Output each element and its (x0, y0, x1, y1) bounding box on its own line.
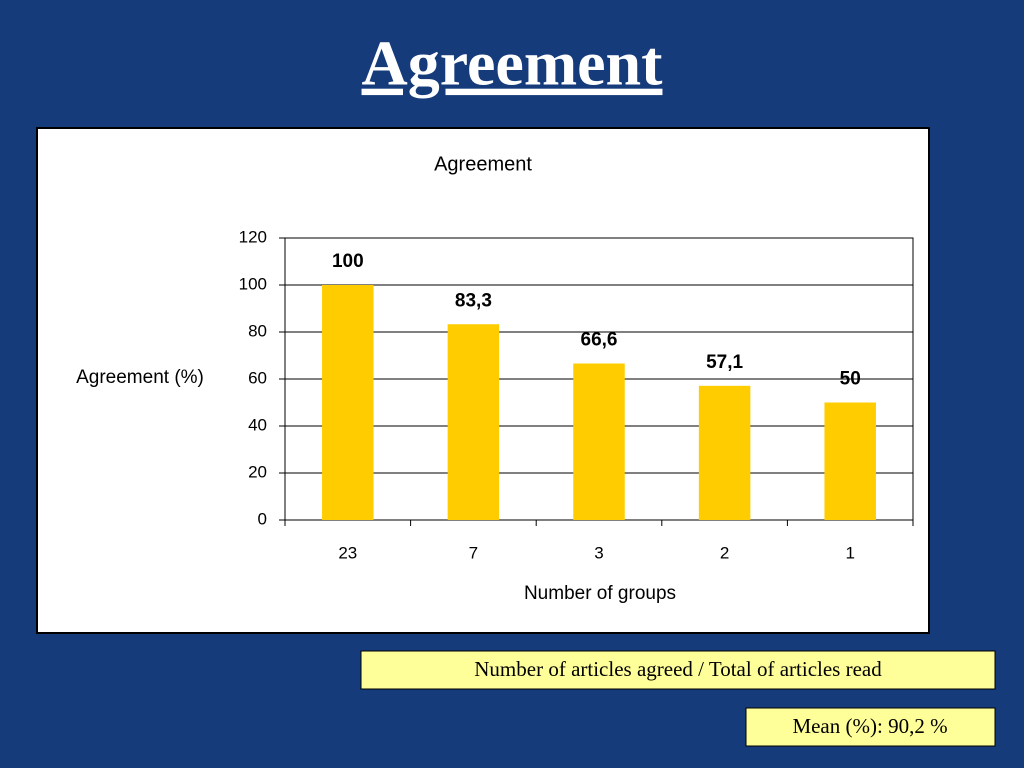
note-box (360, 650, 996, 690)
x-tick-label: 1 (845, 543, 854, 562)
chart-title: Agreement (434, 153, 532, 175)
y-tick-label: 0 (258, 509, 267, 528)
y-axis-label: Agreement (%) (76, 367, 204, 388)
y-tick-label: 60 (248, 368, 267, 387)
y-tick-label: 100 (239, 274, 267, 293)
bar (322, 285, 374, 520)
y-tick-label: 20 (248, 462, 267, 481)
x-tick-label: 7 (469, 543, 478, 562)
bar (698, 385, 751, 520)
bar (573, 363, 625, 520)
slide-title: Agreement (362, 28, 664, 99)
y-tick-label: 80 (248, 321, 267, 340)
y-tick-label: 40 (248, 415, 267, 434)
bar (447, 324, 500, 520)
note-box (745, 707, 996, 747)
note: Number of articles agreed / Total of art… (474, 657, 882, 681)
value-label: 100 (332, 251, 364, 272)
bar (824, 402, 876, 520)
x-tick-label: 2 (720, 543, 729, 562)
x-tick-label: 23 (338, 543, 357, 562)
value-label: 57,1 (706, 352, 743, 373)
x-axis-label: Number of groups (524, 583, 676, 604)
note: Mean (%): 90,2 % (792, 714, 947, 738)
y-tick-label: 120 (239, 227, 267, 246)
value-label: 50 (840, 369, 861, 390)
value-label: 83,3 (455, 290, 492, 311)
x-tick-label: 3 (594, 543, 603, 562)
value-label: 66,6 (581, 330, 618, 351)
